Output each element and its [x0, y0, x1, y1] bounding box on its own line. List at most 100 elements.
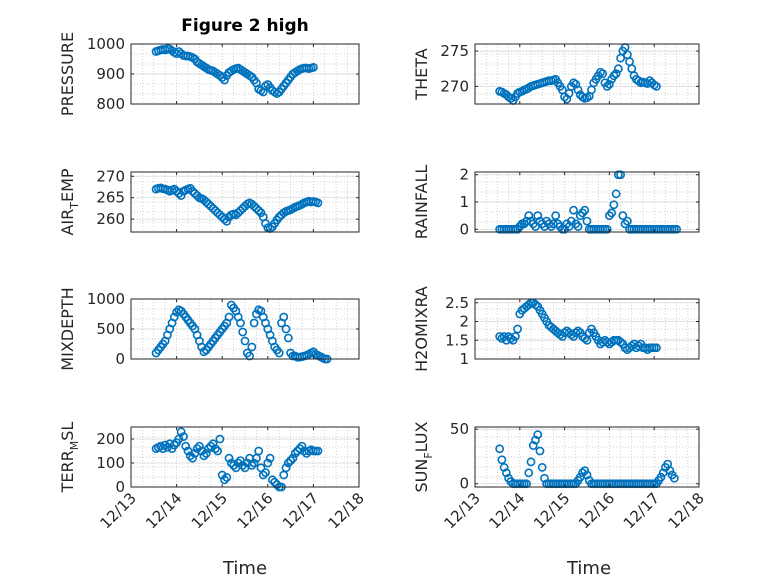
- figure-title: Figure 2 high: [181, 16, 309, 36]
- data-point: [506, 93, 516, 103]
- y-axis-label: AIRTEMP: [58, 168, 81, 235]
- data-point: [533, 211, 543, 221]
- data-point: [495, 332, 505, 341]
- data-point: [185, 451, 195, 461]
- data-point: [217, 73, 227, 82]
- y-tick-label: 100: [96, 454, 125, 472]
- data-point: [607, 208, 617, 218]
- data-point: [224, 453, 234, 463]
- data-point: [181, 441, 191, 451]
- data-point: [616, 337, 625, 347]
- data-point: [582, 470, 592, 480]
- x-tick-label: 12/15: [530, 489, 573, 532]
- data-point: [261, 468, 270, 477]
- data-point: [573, 85, 583, 95]
- data-point: [672, 224, 681, 234]
- data-point: [535, 446, 545, 456]
- y-tick-label: 0: [115, 350, 125, 368]
- x-tick-label: 12/16: [575, 489, 618, 532]
- data-point: [247, 342, 257, 352]
- data-point: [174, 189, 184, 198]
- x-tick-label: 12/15: [188, 489, 231, 532]
- y-axis-label: SUNFLUX: [412, 421, 435, 492]
- data-point: [238, 327, 248, 337]
- data-point: [263, 458, 273, 468]
- data-point: [222, 472, 232, 482]
- data-point: [602, 224, 612, 234]
- data-point: [179, 432, 188, 441]
- data-point: [571, 328, 581, 338]
- y-tick-label: 800: [96, 95, 125, 113]
- data-point: [272, 480, 282, 489]
- data-point: [506, 333, 516, 343]
- x-tick-label: 12/17: [279, 489, 322, 532]
- data-point: [286, 456, 295, 465]
- y-tick-label: 2: [459, 166, 469, 184]
- data-point: [233, 458, 243, 468]
- subplot-h2omixra: 11.522.5 H2OMIXRA: [412, 286, 700, 372]
- data-point: [281, 463, 291, 473]
- data-point: [238, 460, 248, 470]
- data-point: [169, 440, 179, 450]
- y-tick-label: 1000: [87, 290, 125, 308]
- series-mixdepth: [151, 300, 332, 364]
- data-point: [217, 470, 227, 480]
- data-point: [499, 462, 509, 472]
- axes-box: [130, 171, 360, 233]
- y-tick-label: 270: [440, 77, 469, 95]
- data-point: [224, 312, 234, 322]
- x-axis-label-right: Time: [566, 558, 611, 579]
- data-point: [308, 63, 318, 72]
- data-point: [611, 69, 621, 79]
- data-point: [249, 318, 259, 328]
- y-tick-label: 270: [96, 167, 125, 185]
- data-point: [270, 477, 280, 487]
- data-point: [602, 81, 612, 91]
- data-point: [555, 330, 565, 340]
- subplot-pressure: 800 900 1000 PRESSURE: [58, 32, 360, 116]
- series-h2omixra: [495, 298, 661, 355]
- y-tick-label: 900: [96, 65, 125, 83]
- data-point: [540, 473, 549, 483]
- data-point: [524, 468, 534, 478]
- y-axis-label: TERRMSL: [58, 422, 81, 494]
- data-point: [609, 200, 619, 210]
- data-point: [652, 81, 661, 91]
- series-theta: [495, 43, 661, 105]
- data-point: [598, 69, 608, 79]
- data-point: [249, 458, 259, 468]
- series-terr_msl: [151, 427, 323, 492]
- data-point: [194, 441, 204, 451]
- axes-box: [474, 426, 700, 488]
- data-point: [537, 462, 547, 472]
- data-point: [245, 351, 254, 361]
- data-point: [279, 312, 289, 322]
- subplot-theta: 270 275 THETA: [412, 42, 700, 105]
- grid: [474, 427, 700, 487]
- series-pressure: [151, 44, 318, 98]
- data-point: [199, 451, 209, 461]
- y-tick-label: 275: [440, 42, 469, 60]
- data-point: [297, 441, 307, 451]
- data-point: [267, 475, 277, 485]
- axes-box: [130, 426, 360, 488]
- data-point: [513, 324, 522, 334]
- data-point: [313, 446, 323, 456]
- y-tick-label: 50: [450, 420, 469, 438]
- data-point: [652, 343, 661, 353]
- data-point: [247, 460, 257, 470]
- y-tick-label: 1000: [87, 35, 125, 53]
- data-point: [220, 475, 229, 485]
- x-tick-label: 12/14: [485, 489, 528, 532]
- data-point: [551, 211, 561, 221]
- data-point: [220, 214, 229, 224]
- data-point: [176, 427, 186, 437]
- data-point: [531, 435, 540, 445]
- y-tick-label: 1: [459, 350, 469, 368]
- y-axis-label: H2OMIXRA: [412, 286, 431, 372]
- data-point: [256, 208, 266, 218]
- data-point: [497, 455, 507, 465]
- data-point: [199, 347, 209, 357]
- data-point: [220, 75, 229, 85]
